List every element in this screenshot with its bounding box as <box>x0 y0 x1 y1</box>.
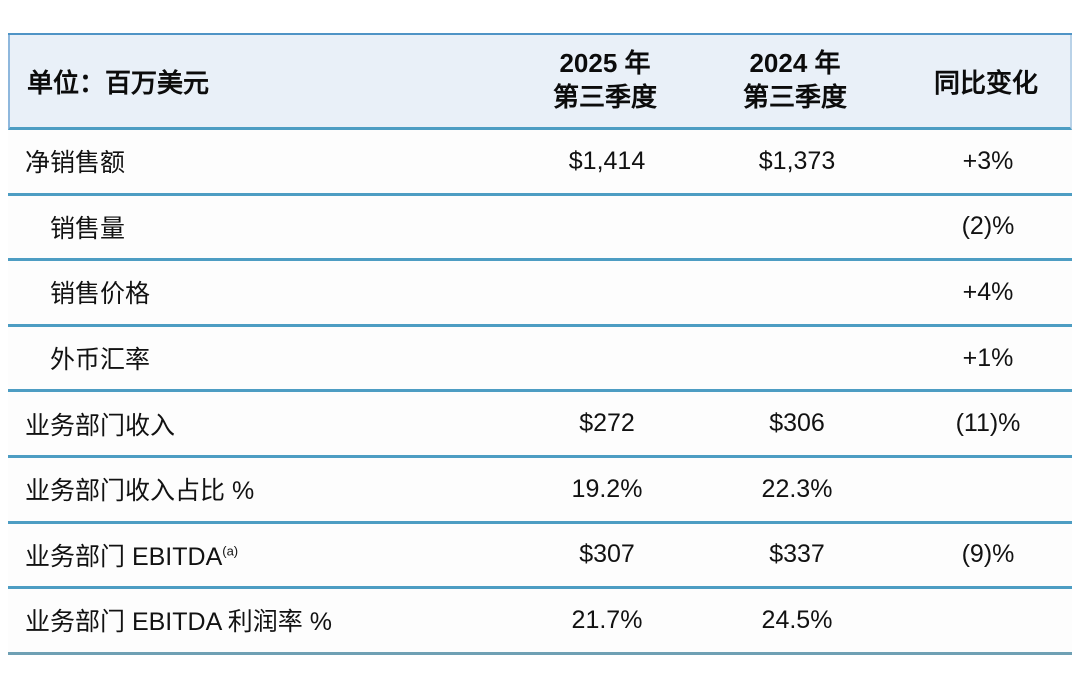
table-row-net-sales: 净销售额 $1,414 $1,373 +3% <box>8 130 1072 196</box>
unit-label: 单位：百万美元 <box>27 67 210 98</box>
value-q3-2024: $337 <box>769 540 825 569</box>
column-header-q3-2024-line1: 2024 年 <box>749 48 841 79</box>
column-header-q3-2025-line1: 2025 年 <box>559 48 651 79</box>
value-yoy-change: +4% <box>962 277 1014 306</box>
table-row-foreign-exchange: 外币汇率 +1% <box>8 326 1072 393</box>
row-label: 业务部门 EBITDA(a) <box>8 537 512 573</box>
value-q3-2024: 22.3% <box>761 474 833 503</box>
value-q3-2025: 19.2% <box>571 474 643 503</box>
column-header-q3-2025: 2025 年 第三季度 <box>510 47 700 115</box>
row-label: 外币汇率 <box>50 346 151 375</box>
value-yoy-change: (9)% <box>961 540 1015 569</box>
table-row-segment-income-percent: 业务部门收入占比 % 19.2% 22.3% <box>8 457 1072 524</box>
value-yoy-change: +1% <box>962 343 1014 372</box>
footnote-marker: (a) <box>222 543 239 559</box>
table-row-segment-income: 业务部门收入 $272 $306 (11)% <box>8 392 1072 458</box>
column-header-q3-2024-line2: 第三季度 <box>742 82 847 112</box>
row-label: 业务部门 EBITDA 利润率 % <box>25 608 332 637</box>
column-header-q3-2024: 2024 年 第三季度 <box>700 47 890 115</box>
value-q3-2025: $307 <box>579 540 635 569</box>
financial-results-table: 单位：百万美元 2025 年 第三季度 2024 年 第三季度 同比变化 净销售… <box>8 33 1072 655</box>
value-q3-2025: 21.7% <box>571 605 643 634</box>
row-label: 销售价格 <box>50 280 151 309</box>
value-q3-2024: 24.5% <box>761 605 833 634</box>
table-row-segment-ebitda: 业务部门 EBITDA(a) $307 $337 (9)% <box>8 523 1072 590</box>
value-q3-2024: $306 <box>769 409 825 438</box>
table-row-segment-ebitda-margin: 业务部门 EBITDA 利润率 % 21.7% 24.5% <box>8 589 1072 655</box>
row-label: 净销售额 <box>25 149 126 178</box>
value-q3-2024: $1,373 <box>758 146 836 175</box>
row-label-text: 业务部门 EBITDA <box>25 542 223 571</box>
row-label: 业务部门收入 <box>25 411 176 440</box>
value-q3-2025: $1,414 <box>568 146 646 175</box>
value-yoy-change: (2)% <box>961 212 1015 241</box>
value-q3-2025: $272 <box>579 409 635 438</box>
column-header-q3-2025-line2: 第三季度 <box>552 82 657 112</box>
table-row-sales-volume: 销售量 (2)% <box>8 195 1072 262</box>
row-label: 业务部门收入占比 % <box>25 477 255 506</box>
value-yoy-change: +3% <box>962 146 1014 175</box>
table-header-row: 单位：百万美元 2025 年 第三季度 2024 年 第三季度 同比变化 <box>8 35 1072 130</box>
row-label: 销售量 <box>50 214 126 243</box>
value-yoy-change: (11)% <box>955 409 1021 438</box>
column-header-yoy-change: 同比变化 <box>933 67 1038 98</box>
table-row-sales-price: 销售价格 +4% <box>8 261 1072 327</box>
